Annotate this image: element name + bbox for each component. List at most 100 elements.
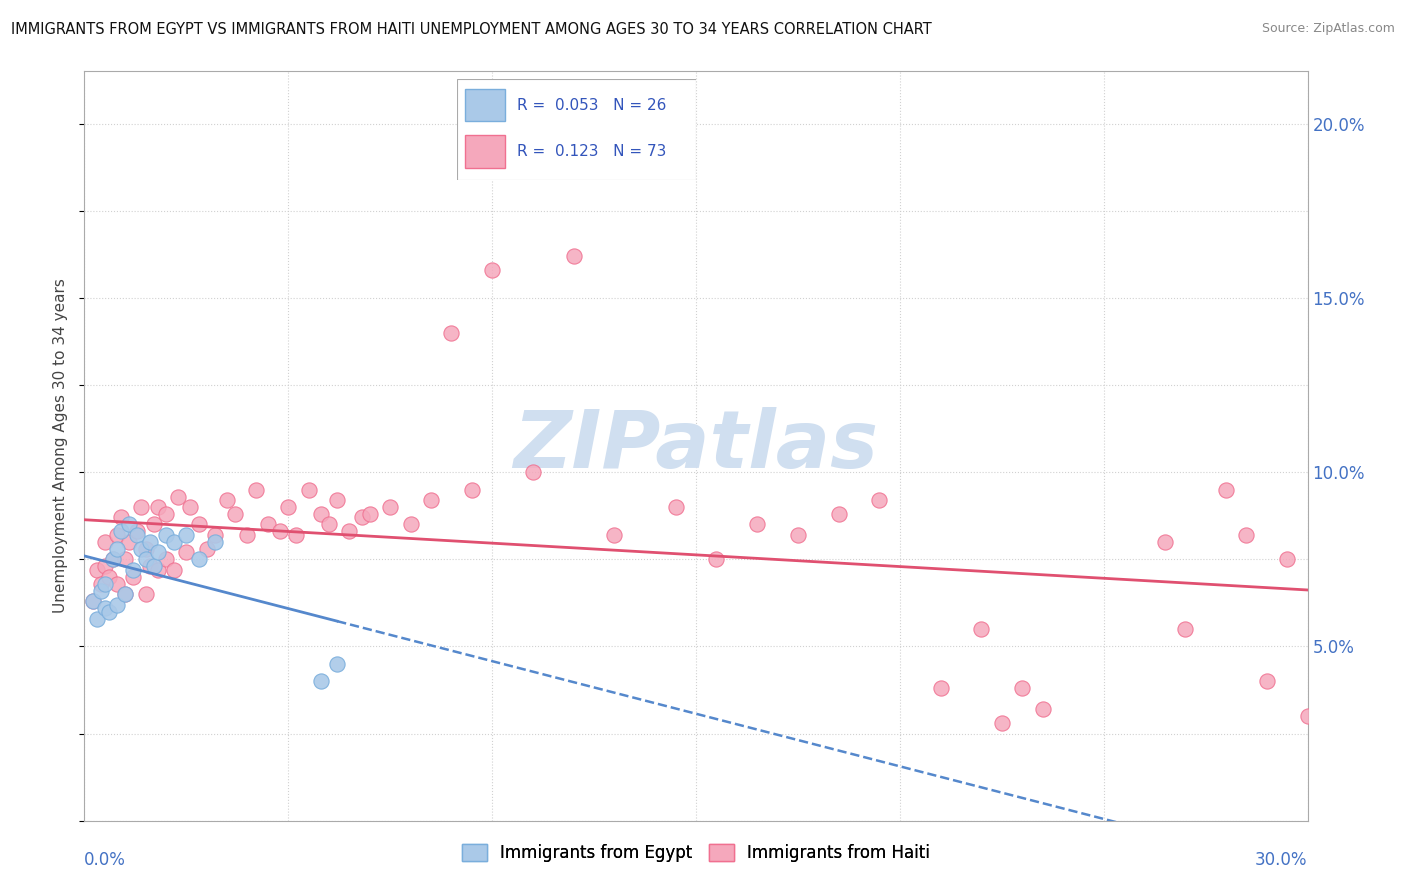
Point [131, 500, 153, 514]
Point [359, 507, 381, 521]
Point [122, 570, 145, 584]
Point [97, 605, 120, 619]
Point [82, 594, 104, 608]
Point [326, 493, 349, 508]
Point [224, 507, 246, 521]
Point [135, 552, 157, 566]
Point [163, 563, 186, 577]
Point [114, 552, 136, 566]
Point [86, 611, 108, 625]
Point [167, 490, 190, 504]
Point [420, 493, 443, 508]
Point [217, 493, 239, 508]
Point [127, 524, 149, 539]
Point [105, 528, 128, 542]
Point [118, 534, 141, 549]
Point [146, 563, 169, 577]
Point [131, 541, 153, 556]
Point [90, 576, 112, 591]
Point [269, 524, 291, 539]
Point [285, 528, 308, 542]
Point [179, 500, 201, 514]
Point [929, 681, 952, 696]
Point [135, 541, 157, 556]
Point [603, 528, 626, 542]
Point [155, 552, 177, 566]
Text: IMMIGRANTS FROM EGYPT VS IMMIGRANTS FROM HAITI UNEMPLOYMENT AMONG AGES 30 TO 34 : IMMIGRANTS FROM EGYPT VS IMMIGRANTS FROM… [11, 22, 932, 37]
Point [187, 552, 209, 566]
Point [1011, 681, 1033, 696]
Y-axis label: Unemployment Among Ages 30 to 34 years: Unemployment Among Ages 30 to 34 years [53, 278, 69, 614]
Point [461, 483, 484, 497]
Point [1032, 702, 1054, 716]
Point [93, 559, 115, 574]
Point [163, 534, 186, 549]
Point [174, 528, 197, 542]
Point [665, 500, 688, 514]
Point [828, 507, 851, 521]
Point [204, 534, 226, 549]
Point [101, 552, 124, 566]
Point [350, 510, 373, 524]
Point [787, 528, 810, 542]
Point [869, 493, 891, 508]
Point [155, 507, 177, 521]
Point [970, 622, 993, 636]
Point [93, 576, 115, 591]
Point [747, 517, 769, 532]
Point [257, 517, 280, 532]
Point [1277, 552, 1299, 566]
Point [440, 326, 463, 340]
Point [522, 465, 544, 479]
Point [1174, 622, 1197, 636]
Point [309, 507, 332, 521]
Point [93, 534, 115, 549]
Point [101, 552, 124, 566]
Point [236, 528, 259, 542]
Point [204, 528, 226, 542]
Point [142, 517, 165, 532]
Point [1256, 674, 1278, 689]
Point [93, 601, 115, 615]
Point [245, 483, 267, 497]
Point [142, 559, 165, 574]
Point [105, 541, 128, 556]
Point [1296, 709, 1319, 723]
Point [105, 576, 128, 591]
Point [277, 500, 299, 514]
Point [1154, 534, 1177, 549]
Point [380, 500, 402, 514]
Point [318, 517, 340, 532]
Point [97, 570, 120, 584]
Point [110, 510, 132, 524]
Point [481, 263, 503, 277]
Point [114, 587, 136, 601]
Point [298, 483, 321, 497]
Point [122, 563, 145, 577]
Point [86, 563, 108, 577]
Point [187, 517, 209, 532]
Point [138, 559, 160, 574]
Point [562, 249, 585, 263]
Point [309, 674, 332, 689]
Point [114, 587, 136, 601]
Point [1236, 528, 1258, 542]
Text: 0.0%: 0.0% [84, 851, 127, 869]
Point [155, 528, 177, 542]
Point [127, 528, 149, 542]
Text: 30.0%: 30.0% [1256, 851, 1308, 869]
Legend: Immigrants from Egypt, Immigrants from Haiti: Immigrants from Egypt, Immigrants from H… [456, 837, 936, 869]
Point [138, 534, 160, 549]
Point [146, 545, 169, 559]
Point [90, 583, 112, 598]
Point [326, 657, 349, 671]
Point [146, 500, 169, 514]
Point [174, 545, 197, 559]
Point [82, 594, 104, 608]
Point [399, 517, 422, 532]
Point [135, 587, 157, 601]
Point [110, 524, 132, 539]
Point [118, 517, 141, 532]
Text: Source: ZipAtlas.com: Source: ZipAtlas.com [1261, 22, 1395, 36]
Point [706, 552, 728, 566]
